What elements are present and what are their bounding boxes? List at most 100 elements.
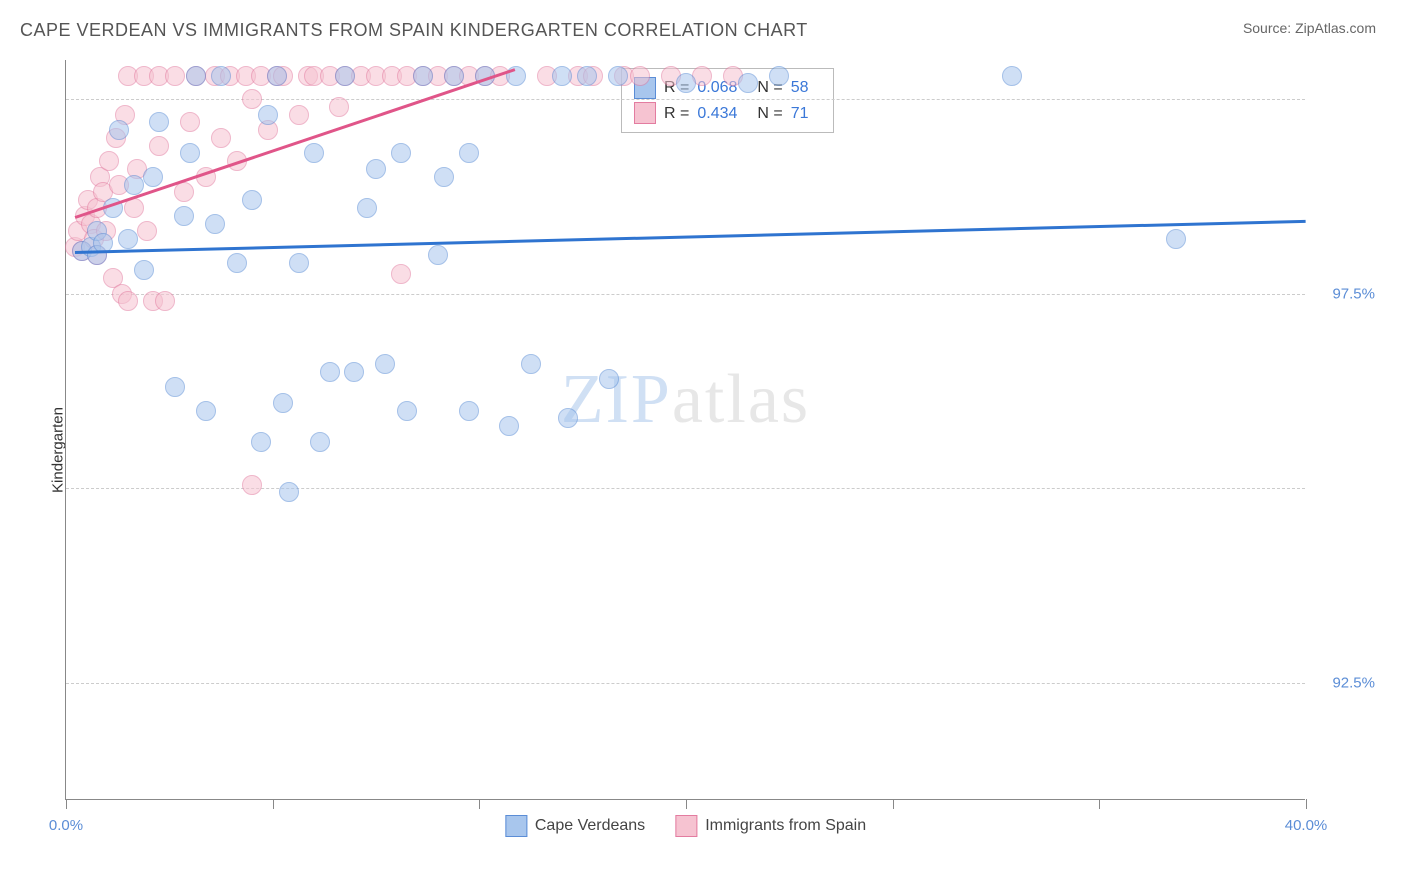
data-point: [258, 105, 278, 125]
x-tick: [893, 799, 894, 809]
data-point: [124, 175, 144, 195]
data-point: [599, 369, 619, 389]
data-point: [174, 206, 194, 226]
data-point: [444, 66, 464, 86]
trend-line: [75, 220, 1306, 254]
data-point: [180, 112, 200, 132]
data-point: [630, 66, 650, 86]
n-value-pink: 71: [791, 101, 809, 127]
data-point: [279, 482, 299, 502]
data-point: [99, 151, 119, 171]
data-point: [149, 112, 169, 132]
legend-swatch-pink: [675, 815, 697, 837]
watermark: ZIPatlas: [561, 360, 810, 440]
data-point: [608, 66, 628, 86]
data-point: [521, 354, 541, 374]
gridline: [66, 683, 1305, 684]
header: CAPE VERDEAN VS IMMIGRANTS FROM SPAIN KI…: [0, 0, 1406, 51]
data-point: [242, 89, 262, 109]
gridline: [66, 294, 1305, 295]
data-point: [769, 66, 789, 86]
data-point: [310, 432, 330, 452]
x-tick: [66, 799, 67, 809]
legend-item-blue: Cape Verdeans: [505, 815, 645, 837]
data-point: [397, 401, 417, 421]
data-point: [357, 198, 377, 218]
bottom-legend: Cape Verdeans Immigrants from Spain: [505, 815, 866, 837]
data-point: [335, 66, 355, 86]
x-tick: [479, 799, 480, 809]
data-point: [149, 136, 169, 156]
r-value-pink: 0.434: [697, 101, 737, 127]
data-point: [137, 221, 157, 241]
data-point: [134, 260, 154, 280]
data-point: [552, 66, 572, 86]
data-point: [165, 377, 185, 397]
data-point: [196, 401, 216, 421]
data-point: [227, 253, 247, 273]
data-point: [165, 66, 185, 86]
x-tick: [686, 799, 687, 809]
data-point: [1166, 229, 1186, 249]
source-label: Source: ZipAtlas.com: [1243, 20, 1376, 36]
data-point: [738, 73, 758, 93]
data-point: [506, 66, 526, 86]
data-point: [428, 245, 448, 265]
data-point: [558, 408, 578, 428]
chart-title: CAPE VERDEAN VS IMMIGRANTS FROM SPAIN KI…: [20, 20, 808, 41]
data-point: [118, 229, 138, 249]
data-point: [242, 190, 262, 210]
data-point: [499, 416, 519, 436]
legend-label-blue: Cape Verdeans: [535, 817, 645, 835]
data-point: [329, 97, 349, 117]
y-tick-label: 92.5%: [1332, 675, 1375, 692]
data-point: [186, 66, 206, 86]
legend-label-pink: Immigrants from Spain: [705, 817, 866, 835]
x-tick: [1306, 799, 1307, 809]
legend-swatch-blue: [505, 815, 527, 837]
data-point: [143, 167, 163, 187]
chart-container: Kindergarten ZIPatlas R = 0.068 N = 58 R…: [20, 50, 1386, 850]
data-point: [366, 159, 386, 179]
data-point: [289, 105, 309, 125]
swatch-pink: [634, 102, 656, 124]
x-tick: [273, 799, 274, 809]
data-point: [289, 253, 309, 273]
data-point: [109, 120, 129, 140]
data-point: [205, 214, 225, 234]
r-label: R =: [664, 101, 689, 127]
legend-item-pink: Immigrants from Spain: [675, 815, 866, 837]
data-point: [1002, 66, 1022, 86]
data-point: [155, 291, 175, 311]
n-value-blue: 58: [791, 75, 809, 101]
data-point: [304, 143, 324, 163]
watermark-atlas: atlas: [672, 361, 810, 438]
data-point: [211, 66, 231, 86]
x-tick: [1099, 799, 1100, 809]
data-point: [211, 128, 231, 148]
y-tick-label: 97.5%: [1332, 285, 1375, 302]
x-tick-label: 40.0%: [1285, 817, 1328, 834]
plot-area: ZIPatlas R = 0.068 N = 58 R = 0.434 N = …: [65, 60, 1305, 800]
data-point: [459, 401, 479, 421]
data-point: [242, 475, 262, 495]
data-point: [320, 362, 340, 382]
trend-line: [75, 68, 516, 218]
data-point: [180, 143, 200, 163]
stat-row-pink: R = 0.434 N = 71: [634, 101, 821, 127]
data-point: [251, 432, 271, 452]
data-point: [413, 66, 433, 86]
data-point: [434, 167, 454, 187]
data-point: [391, 143, 411, 163]
y-axis-label: Kindergarten: [49, 407, 66, 493]
data-point: [174, 182, 194, 202]
data-point: [267, 66, 287, 86]
data-point: [577, 66, 597, 86]
data-point: [344, 362, 364, 382]
data-point: [459, 143, 479, 163]
data-point: [391, 264, 411, 284]
data-point: [273, 393, 293, 413]
n-label: N =: [757, 101, 782, 127]
data-point: [375, 354, 395, 374]
x-tick-label: 0.0%: [49, 817, 83, 834]
